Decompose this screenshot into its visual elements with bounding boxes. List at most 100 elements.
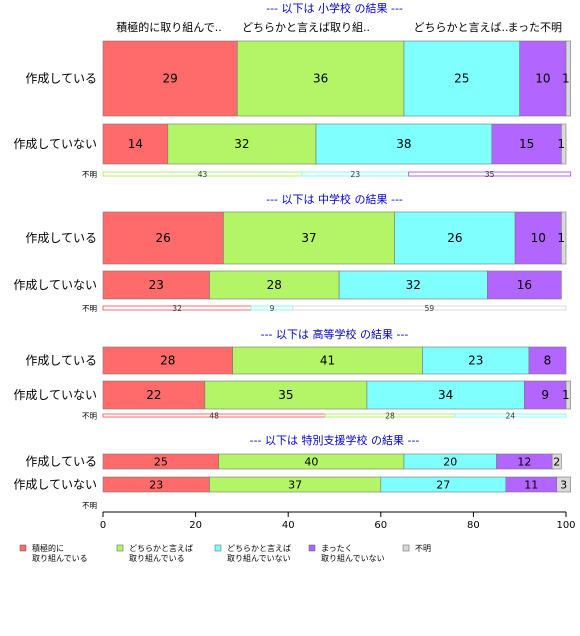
data-label: 10 <box>531 231 546 245</box>
data-label: 2 <box>553 456 560 469</box>
bar-segment <box>524 380 567 410</box>
x-tick-label: 100 <box>556 520 575 531</box>
legend-label: 取り組んでいない <box>321 553 385 563</box>
data-label: 32 <box>172 304 182 313</box>
x-tick-label: 40 <box>282 520 295 531</box>
data-label: 11 <box>524 479 538 492</box>
x-tick-label: 0 <box>100 520 106 531</box>
legend-label: まったく <box>321 544 353 553</box>
data-label: 28 <box>267 278 282 292</box>
data-label: 1 <box>557 137 565 151</box>
top-series-label: どちらかと言えば取り組.. <box>242 21 370 34</box>
bar-segment <box>519 40 567 117</box>
bar-segment <box>403 40 521 117</box>
data-label: 37 <box>288 479 302 492</box>
data-label: 9 <box>270 304 275 313</box>
bar-segment <box>486 270 562 300</box>
x-tick-label: 80 <box>467 520 480 531</box>
legend-label: どちらかと言えば <box>129 543 193 553</box>
legend-swatch <box>402 544 410 552</box>
legend-label: 積極的に <box>32 543 64 553</box>
bar-segment <box>561 123 567 165</box>
bar-segment <box>514 211 562 265</box>
data-label: 23 <box>468 354 483 368</box>
data-label: 1 <box>562 72 570 86</box>
data-label: 37 <box>301 231 316 245</box>
data-label: 24 <box>506 412 516 421</box>
bar-segment <box>102 40 238 117</box>
bar-segment <box>167 123 317 165</box>
panel-title: --- 以下は 小学校 の結果 --- <box>266 1 403 15</box>
panel-title: --- 以下は 中学校 の結果 --- <box>266 192 403 206</box>
bar-segment <box>223 211 395 265</box>
data-label: 32 <box>234 137 249 151</box>
row-label: 作成していない <box>13 137 97 151</box>
data-label: 16 <box>517 278 532 292</box>
data-label: 22 <box>146 388 161 402</box>
legend-label: 取り組んでいる <box>129 553 185 563</box>
row-label: 作成している <box>25 455 97 469</box>
legend-label: どちらかと言えば <box>227 543 291 553</box>
data-label: 38 <box>396 137 411 151</box>
row-label: 作成している <box>25 72 97 86</box>
bar-segment <box>422 346 530 375</box>
row-label: 作成している <box>25 231 97 245</box>
data-label: 26 <box>156 231 171 245</box>
bar-segment <box>565 40 571 117</box>
legend-label: 取り組んでいる <box>32 553 88 563</box>
legend-label: 不明 <box>415 544 431 553</box>
data-label: 23 <box>149 479 163 492</box>
panel-title: --- 以下は 高等学校 の結果 --- <box>261 327 409 341</box>
row-label: 作成している <box>25 354 97 368</box>
row-label: 不明 <box>82 412 97 421</box>
data-label: 26 <box>447 231 462 245</box>
data-label: 12 <box>517 456 531 469</box>
bar-segment <box>102 123 169 165</box>
data-label: 1 <box>562 388 570 402</box>
data-label: 25 <box>154 456 168 469</box>
bar-segment <box>232 346 423 375</box>
bar-segment <box>236 40 405 117</box>
data-label: 8 <box>544 354 552 368</box>
data-label: 43 <box>198 170 208 179</box>
data-label: 10 <box>535 72 550 86</box>
row-label: 作成していない <box>13 388 97 402</box>
row-label: 作成していない <box>13 278 97 292</box>
bar-segment <box>209 270 340 300</box>
bar-segment <box>491 123 562 165</box>
data-label: 41 <box>320 354 335 368</box>
bar-segment <box>528 346 567 375</box>
bar-segment <box>102 270 210 300</box>
data-label: 48 <box>209 412 219 421</box>
data-label: 9 <box>541 388 549 402</box>
bar-segment <box>292 305 567 311</box>
bar-segment <box>102 346 233 375</box>
bar-segment <box>556 476 571 493</box>
data-label: 36 <box>313 72 328 86</box>
data-label: 35 <box>485 170 495 179</box>
data-label: 28 <box>160 354 175 368</box>
row-label: 作成していない <box>13 478 97 492</box>
data-label: 23 <box>149 278 164 292</box>
top-series-label: 積極的に取り組んで.. <box>116 20 221 34</box>
data-label: 28 <box>385 412 395 421</box>
data-label: 14 <box>128 137 143 151</box>
data-label: 40 <box>304 456 318 469</box>
panel-title: --- 以下は 特別支援学校 の結果 --- <box>250 433 420 447</box>
legend-swatch <box>116 544 124 552</box>
bar-segment <box>551 453 562 470</box>
data-label: 32 <box>406 278 421 292</box>
data-label: 3 <box>560 479 567 492</box>
top-series-label: まった不明 <box>507 21 562 34</box>
data-label: 59 <box>425 304 435 313</box>
row-label: 不明 <box>82 304 97 313</box>
data-label: 25 <box>454 72 469 86</box>
legend-swatch <box>308 544 316 552</box>
bar-segment <box>102 211 224 265</box>
bar-segment <box>315 123 493 165</box>
data-label: 29 <box>162 72 177 86</box>
legend-swatch <box>19 544 27 552</box>
data-label: 15 <box>519 137 534 151</box>
bar-segment <box>338 270 488 300</box>
